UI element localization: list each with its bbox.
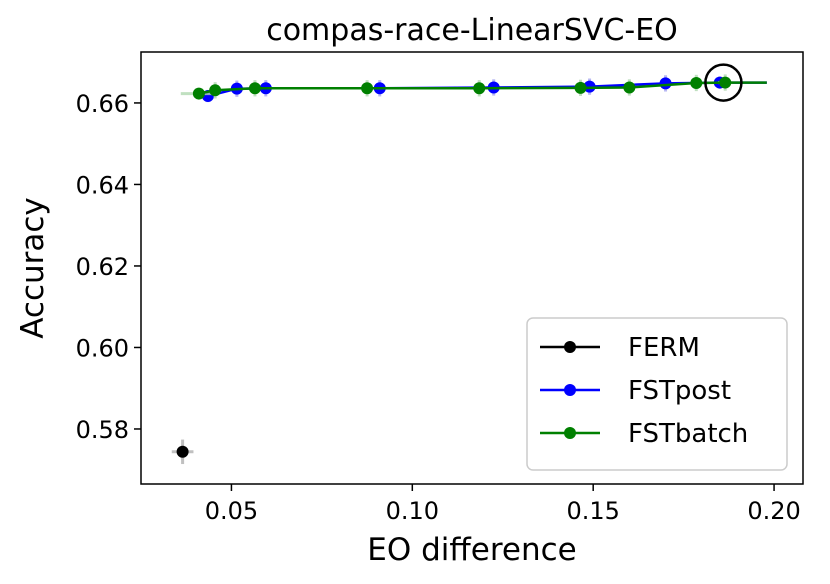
- y-axis-label: Accuracy: [15, 197, 51, 339]
- x-tick-label: 0.10: [386, 497, 439, 525]
- data-point-fstbatch: [361, 82, 374, 95]
- series-layer: [171, 63, 767, 465]
- plot-frame: [140, 51, 804, 485]
- data-point-fstbatch: [248, 82, 261, 95]
- x-tick-label: 0.05: [205, 497, 258, 525]
- y-tick-label: 0.60: [76, 334, 129, 362]
- data-point-fstbatch: [209, 84, 222, 97]
- legend-marker-fstpost: [564, 384, 576, 396]
- x-tick-label: 0.20: [747, 497, 800, 525]
- data-point-fstpost: [659, 77, 672, 90]
- y-tick-label: 0.62: [76, 253, 129, 281]
- legend-label-fstbatch: FSTbatch: [628, 419, 748, 449]
- data-point-fstbatch: [623, 81, 636, 94]
- y-axis: 0.58 0.60 0.62 0.64 0.66: [76, 90, 141, 444]
- data-point-fstbatch: [574, 81, 587, 94]
- legend-marker-ferm: [564, 341, 576, 353]
- chart-title: compas-race-LinearSVC-EO: [266, 13, 678, 48]
- legend-label-fstpost: FSTpost: [628, 376, 731, 406]
- x-tick-label: 0.15: [566, 497, 619, 525]
- data-point-fstbatch: [473, 82, 486, 95]
- legend-label-ferm: FERM: [628, 333, 700, 363]
- y-tick-label: 0.58: [76, 416, 129, 444]
- data-point-fstbatch: [192, 87, 205, 100]
- series-fstbatch: [180, 74, 767, 100]
- series-ferm: [171, 439, 194, 465]
- data-point-fstbatch: [690, 76, 703, 89]
- data-point-ferm: [176, 445, 189, 458]
- x-axis: 0.05 0.10 0.15 0.20: [205, 484, 801, 525]
- series-line-fstbatch: [198, 81, 767, 95]
- highlight-circle: [704, 63, 743, 102]
- y-tick-label: 0.66: [76, 90, 129, 118]
- legend-marker-fstbatch: [564, 427, 576, 439]
- data-point-fstbatch: [719, 76, 732, 89]
- x-axis-label: EO difference: [367, 532, 576, 568]
- legend: FERM FSTpost FSTbatch: [526, 317, 788, 471]
- y-tick-label: 0.64: [76, 171, 129, 199]
